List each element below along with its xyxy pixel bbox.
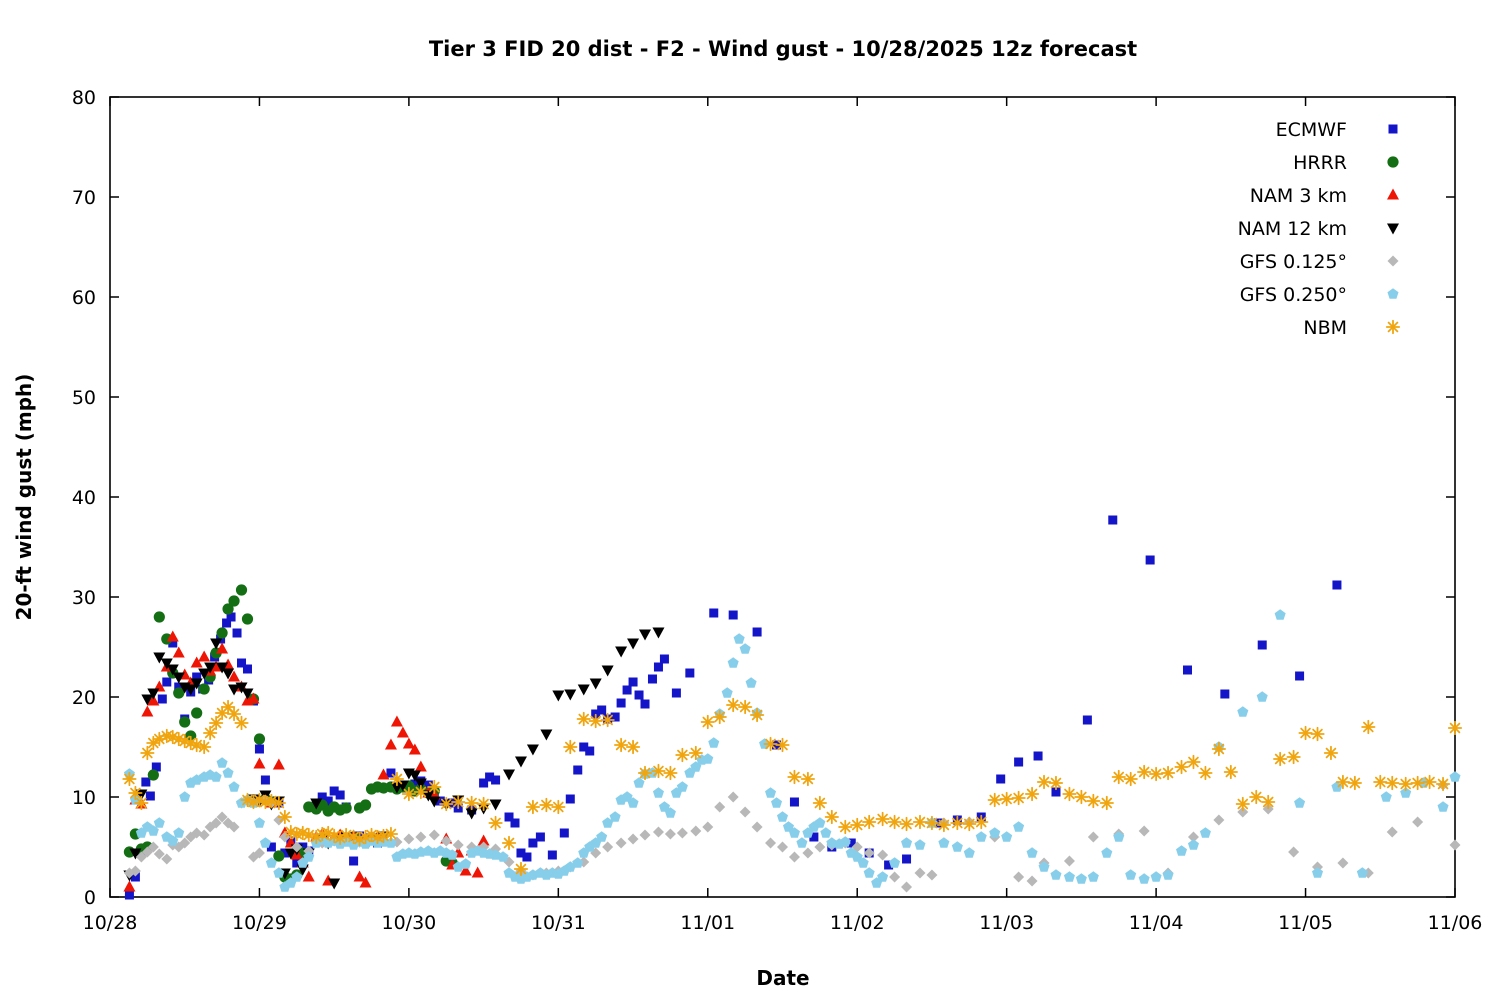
x-tick-label: 10/29 xyxy=(232,912,287,934)
y-tick-label: 80 xyxy=(72,87,96,109)
x-tick-label: 11/02 xyxy=(830,912,885,934)
y-tick-label: 10 xyxy=(72,787,96,809)
x-tick-label: 10/28 xyxy=(83,912,138,934)
x-tick-label: 11/01 xyxy=(680,912,735,934)
legend-label: ECMWF xyxy=(1276,119,1347,141)
legend-label: NAM 3 km xyxy=(1250,185,1347,207)
x-tick-label: 11/04 xyxy=(1129,912,1184,934)
x-tick-label: 11/03 xyxy=(979,912,1034,934)
x-tick-label: 10/31 xyxy=(531,912,586,934)
chart-title: Tier 3 FID 20 dist - F2 - Wind gust - 10… xyxy=(429,37,1137,61)
legend-marker-square-icon xyxy=(1388,124,1398,134)
legend-label: GFS 0.250° xyxy=(1240,284,1347,306)
legend-marker-triangle-down-icon xyxy=(1387,223,1399,235)
y-tick-label: 40 xyxy=(72,487,96,509)
x-tick-label: 11/06 xyxy=(1428,912,1483,934)
x-tick-label: 10/30 xyxy=(382,912,437,934)
x-axis-label: Date xyxy=(756,966,809,990)
legend-label: NAM 12 km xyxy=(1238,218,1347,240)
y-tick-label: 30 xyxy=(72,587,96,609)
legend-marker-circle-icon xyxy=(1387,156,1399,168)
y-tick-label: 0 xyxy=(84,887,96,909)
legend-item-nam-3-km: NAM 3 km xyxy=(1250,185,1399,207)
legend-item-hrrr: HRRR xyxy=(1293,152,1399,174)
series-nbm xyxy=(122,697,1463,877)
y-tick-label: 20 xyxy=(72,687,96,709)
legend-item-gfs-0-250: GFS 0.250° xyxy=(1240,284,1399,306)
legend-marker-triangle-up-icon xyxy=(1387,188,1399,200)
legend-marker-diamond-icon xyxy=(1387,255,1399,267)
legend-label: NBM xyxy=(1303,317,1347,339)
legend-label: GFS 0.125° xyxy=(1240,251,1347,273)
legend-label: HRRR xyxy=(1293,152,1347,174)
plot-border xyxy=(109,96,1456,898)
legend-item-nam-12-km: NAM 12 km xyxy=(1238,218,1399,240)
series-gfs-0-250 xyxy=(123,609,1461,892)
y-tick-label: 50 xyxy=(72,387,96,409)
legend-marker-asterisk-icon xyxy=(1385,319,1401,335)
legend-item-gfs-0-125: GFS 0.125° xyxy=(1240,251,1399,273)
legend-item-ecmwf: ECMWF xyxy=(1276,119,1398,141)
y-tick-label: 70 xyxy=(72,187,96,209)
legend-item-nbm: NBM xyxy=(1303,317,1401,339)
y-tick-label: 60 xyxy=(72,287,96,309)
x-tick-label: 11/05 xyxy=(1278,912,1333,934)
y-axis-label: 20-ft wind gust (mph) xyxy=(12,374,36,621)
legend-marker-pentagon-icon xyxy=(1387,288,1399,299)
plot-area: 10/28 10/29 10/30 10/31 11/01 11/02 11/03 11/04… xyxy=(72,87,1483,934)
legend: ECMWF HRRR NAM 3 km NAM 12 km GFS 0.125° GFS … xyxy=(1238,119,1401,339)
